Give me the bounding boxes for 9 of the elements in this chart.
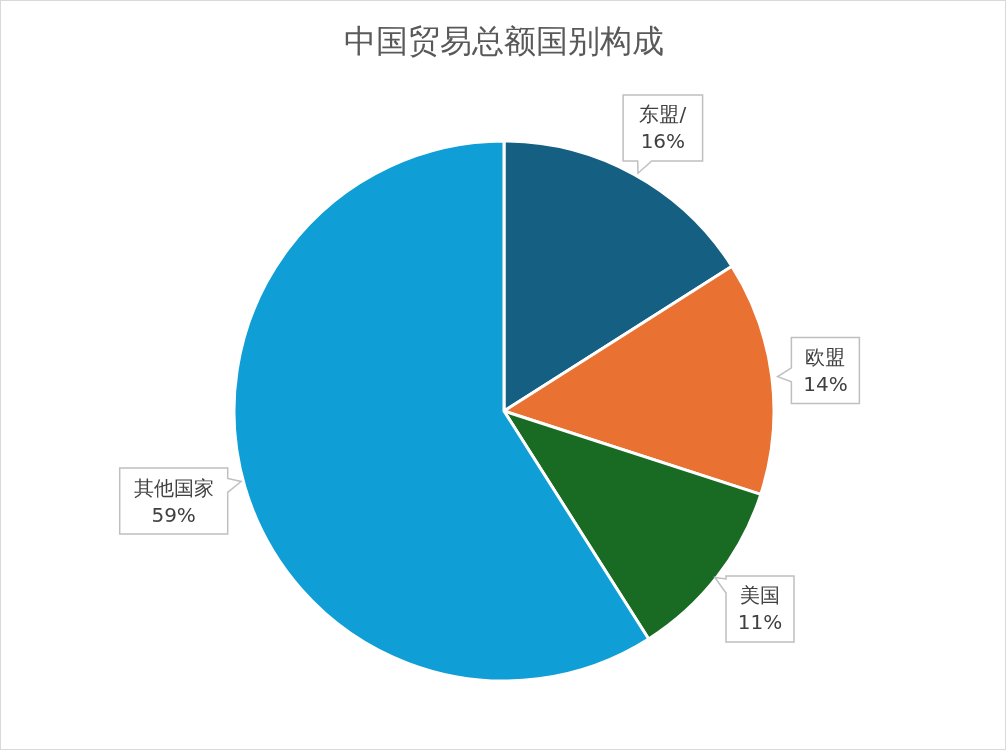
data-label: 59% (151, 502, 196, 527)
slice-label: 东盟/ (639, 102, 687, 127)
slice-label: 其他国家 (133, 475, 214, 500)
slice-label: 欧盟 (805, 345, 846, 370)
data-label: 16% (640, 129, 686, 154)
data-label: 14% (803, 372, 848, 397)
chart-title: 中国贸易总额国别构成 (343, 21, 665, 62)
data-label: 11% (737, 610, 783, 635)
slice-label: 美国 (740, 583, 781, 608)
